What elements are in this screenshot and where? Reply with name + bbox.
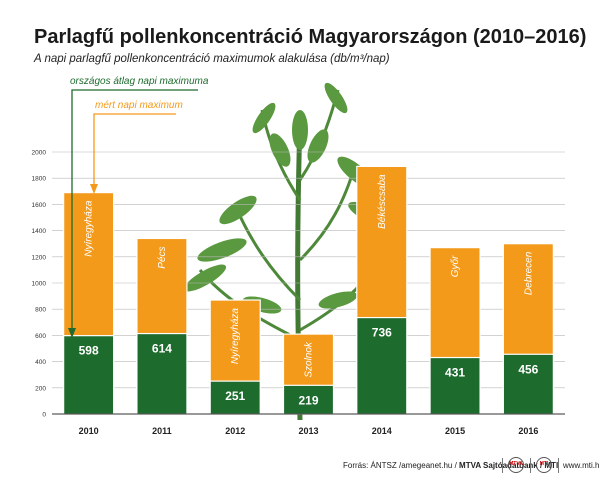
y-tick-label: 0 bbox=[42, 412, 46, 419]
city-label: Pécs bbox=[157, 246, 168, 268]
x-tick-label: 2012 bbox=[225, 426, 245, 436]
y-tick-label: 1200 bbox=[32, 254, 47, 261]
city-label: Debrecen bbox=[523, 251, 534, 295]
chart-subtitle: A napi parlagfű pollenkoncentráció maxim… bbox=[34, 53, 390, 65]
x-tick-label: 2016 bbox=[518, 426, 538, 436]
website-url[interactable]: www.mti.hu bbox=[563, 461, 600, 470]
source-credit: Forrás: ÁNTSZ /amegeanet.hu / MTVA Sajtó… bbox=[343, 461, 558, 470]
national-bar bbox=[282, 384, 335, 415]
legend-national-label: országos átlag napi maximuma bbox=[70, 76, 209, 87]
x-tick-label: 2014 bbox=[372, 426, 392, 436]
footer-separator bbox=[502, 458, 503, 473]
legend-measured-label: mért napi maximum bbox=[95, 100, 183, 111]
city-label: Nyíregyháza bbox=[230, 308, 241, 365]
footer: Forrás: ÁNTSZ /amegeanet.hu / MTVA Sajtó… bbox=[0, 452, 600, 480]
y-tick-label: 600 bbox=[35, 333, 46, 340]
city-label: Nyíregyháza bbox=[84, 200, 95, 257]
y-tick-label: 800 bbox=[35, 307, 46, 314]
y-tick-label: 1000 bbox=[32, 281, 47, 288]
x-tick-label: 2010 bbox=[79, 426, 99, 436]
bars: 598 Nyíregyháza 614 Pécs 251 Nyíregyháza 219 Sz… bbox=[63, 165, 554, 415]
national-value-label: 456 bbox=[518, 362, 538, 376]
y-tick-label: 400 bbox=[35, 359, 46, 366]
y-axis-ticks: 0 200 400 600 800 1000 1200 1400 1600 1800 2000 bbox=[32, 150, 47, 419]
y-tick-label: 1400 bbox=[32, 228, 47, 235]
footer-separator bbox=[530, 458, 531, 473]
national-value-label: 598 bbox=[79, 344, 99, 358]
national-bar bbox=[502, 353, 554, 415]
national-value-label: 614 bbox=[152, 342, 172, 356]
chart-title: Parlagfű pollenkoncentráció Magyarország… bbox=[34, 26, 587, 48]
x-tick-label: 2013 bbox=[298, 426, 318, 436]
national-value-label: 431 bbox=[445, 366, 465, 380]
national-bar bbox=[63, 335, 115, 415]
mti-logo-icon: MTI bbox=[536, 457, 552, 473]
mtva-logo-icon: MTVA bbox=[508, 457, 524, 473]
city-label: Szolnok bbox=[304, 341, 315, 378]
national-bar bbox=[356, 316, 408, 415]
legend: országos átlag napi maximuma mért napi m… bbox=[68, 76, 209, 338]
footer-separator bbox=[558, 458, 559, 473]
legend-measured-arrow-icon bbox=[90, 184, 98, 194]
national-value-label: 219 bbox=[298, 393, 318, 407]
source-text: Forrás: ÁNTSZ /amegeanet.hu / bbox=[343, 461, 460, 470]
legend-national-connector bbox=[71, 89, 198, 330]
city-label: Békéscsaba bbox=[377, 174, 388, 229]
x-tick-label: 2011 bbox=[152, 426, 172, 436]
x-axis-ticks: 2010 2011 2012 2013 2014 2015 2016 bbox=[79, 426, 539, 436]
city-label: Győr bbox=[450, 255, 461, 277]
national-bar bbox=[136, 332, 188, 415]
legend-measured-connector bbox=[93, 113, 176, 186]
y-tick-label: 1800 bbox=[32, 176, 47, 183]
national-bar bbox=[429, 356, 481, 415]
national-value-label: 251 bbox=[225, 389, 245, 403]
y-tick-label: 1600 bbox=[32, 202, 47, 209]
national-value-label: 736 bbox=[372, 326, 392, 340]
y-tick-label: 200 bbox=[35, 385, 46, 392]
y-tick-label: 2000 bbox=[32, 150, 47, 157]
bar-chart: 0 200 400 600 800 1000 1200 1400 1600 1800 2000 59… bbox=[32, 76, 565, 436]
legend-national-arrow-icon bbox=[68, 328, 76, 338]
x-tick-label: 2015 bbox=[445, 426, 465, 436]
